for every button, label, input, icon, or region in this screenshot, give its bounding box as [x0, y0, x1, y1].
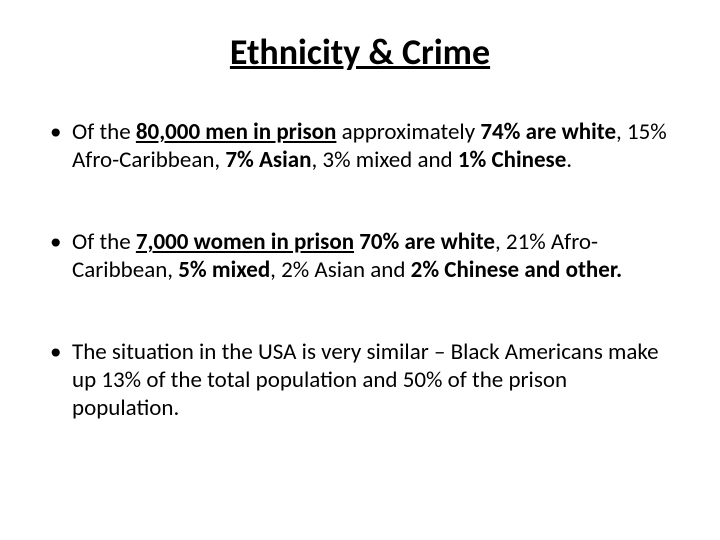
text: The situation in the USA is very similar…	[72, 338, 659, 422]
bullet-2: Of the 7,000 women in prison 70% are whi…	[44, 228, 676, 284]
text-bold-underline: 80,000 men in prison	[136, 118, 337, 146]
text-bold: 70% are white	[359, 228, 495, 256]
text: approximately	[336, 118, 480, 146]
text-bold: 2% Chinese and other.	[411, 256, 622, 284]
text-bold-underline: 7,000 women in prison	[136, 228, 354, 256]
bullet-1: Of the 80,000 men in prison approximatel…	[44, 118, 676, 174]
text: .	[566, 146, 572, 174]
slide: Ethnicity & Crime Of the 80,000 men in p…	[0, 0, 720, 540]
text-bold: 5% mixed	[178, 256, 270, 284]
text-bold: 7% Asian	[225, 146, 311, 174]
bullet-list: Of the 80,000 men in prison approximatel…	[44, 118, 676, 422]
text: Of the	[72, 228, 136, 256]
text-bold: 1% Chinese	[458, 146, 566, 174]
text: Of the	[72, 118, 136, 146]
slide-title: Ethnicity & Crime	[44, 30, 676, 74]
text-bold: 74% are white	[480, 118, 616, 146]
text: , 2% Asian and	[270, 256, 411, 284]
bullet-3: The situation in the USA is very similar…	[44, 338, 676, 422]
text: , 3% mixed and	[311, 146, 457, 174]
